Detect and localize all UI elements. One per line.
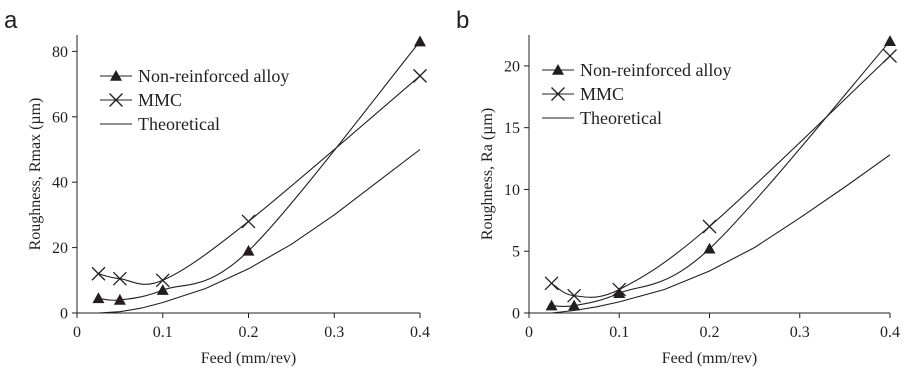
y-tick-label: 0 (60, 306, 68, 323)
legend-label: Theoretical (580, 108, 662, 128)
y-tick-label: 0 (512, 306, 520, 323)
data-point (568, 299, 581, 311)
data-point (156, 284, 169, 295)
data-point (613, 287, 626, 299)
data-point (702, 219, 717, 234)
data-point (91, 266, 106, 281)
legend-label: Non-reinforced alloy (138, 66, 289, 86)
y-tick-label: 5 (512, 244, 520, 261)
series-line (551, 55, 891, 298)
data-point (155, 273, 170, 288)
series-non-reinforced-alloy (545, 35, 896, 311)
y-tick-label: 80 (52, 44, 68, 61)
data-point (112, 271, 127, 286)
y-tick-label: 40 (52, 175, 68, 192)
chart-panel-b: b 0 5 10 15 20 0 0.1 0.2 0.3 0.4 Feed (mm/rev) Rough… (456, 7, 900, 367)
legend-label: Non-reinforced alloy (580, 60, 731, 80)
series-theoretical (98, 149, 421, 314)
x-tick-label: 0.2 (239, 324, 259, 341)
legend-marker (109, 93, 123, 107)
x-tick-label: 0.3 (790, 324, 810, 341)
data-point (612, 282, 627, 297)
series-line (98, 75, 421, 285)
data-point (703, 242, 716, 254)
legend-marker (110, 70, 122, 81)
x-tick-label: 0.2 (700, 324, 720, 341)
y-tick-label: 60 (52, 109, 68, 126)
x-axis-title: Feed (mm/rev) (201, 350, 297, 367)
x-tick-label: 0.4 (410, 324, 430, 341)
y-tick-label: 20 (52, 240, 68, 257)
x-tick-label: 0 (73, 324, 81, 341)
x-tick-label: 0 (525, 324, 533, 341)
series-non-reinforced-alloy (92, 35, 426, 305)
x-tick-label: 0.1 (153, 324, 173, 341)
data-point (567, 288, 582, 303)
x-tick-label: 0.4 (880, 324, 900, 341)
legend-label: Theoretical (138, 114, 220, 134)
x-tick-label: 0.1 (609, 324, 629, 341)
data-point (92, 292, 105, 304)
legend-marker (551, 87, 565, 101)
data-point (414, 35, 426, 47)
series-line (98, 149, 421, 314)
panel-label: a (4, 7, 18, 34)
data-point (413, 68, 427, 83)
y-axis-title: Roughness, Ra (µm) (479, 108, 496, 240)
y-tick-label: 10 (504, 182, 520, 199)
x-axis-title: Feed (mm/rev) (662, 350, 758, 367)
data-point (545, 299, 558, 311)
y-tick-label: 20 (504, 58, 520, 75)
data-point (883, 49, 897, 63)
series-line (551, 154, 891, 314)
legend-label: MMC (580, 84, 624, 104)
series-mmc (544, 49, 897, 303)
data-point (242, 244, 255, 256)
series-theoretical (551, 154, 891, 314)
data-point (884, 35, 896, 46)
legend-marker (552, 64, 564, 75)
data-point (241, 214, 256, 229)
y-tick-label: 15 (504, 120, 520, 137)
legend: Non-reinforced alloy MMC Theoretical (100, 66, 289, 134)
data-point (113, 293, 126, 305)
chart-panel-a: a 0 20 40 60 80 0 0.1 0.2 0.3 0.4 Feed (mm/rev) Roug… (4, 7, 430, 367)
series-line (551, 40, 891, 308)
x-tick-label: 0.3 (324, 324, 344, 341)
legend-label: MMC (138, 90, 182, 110)
series-mmc (91, 68, 427, 288)
data-point (544, 276, 559, 291)
panel-label: b (456, 7, 469, 34)
y-axis-title: Roughness, Rmax (µm) (27, 98, 44, 251)
legend: Non-reinforced alloy MMC Theoretical (542, 60, 731, 128)
